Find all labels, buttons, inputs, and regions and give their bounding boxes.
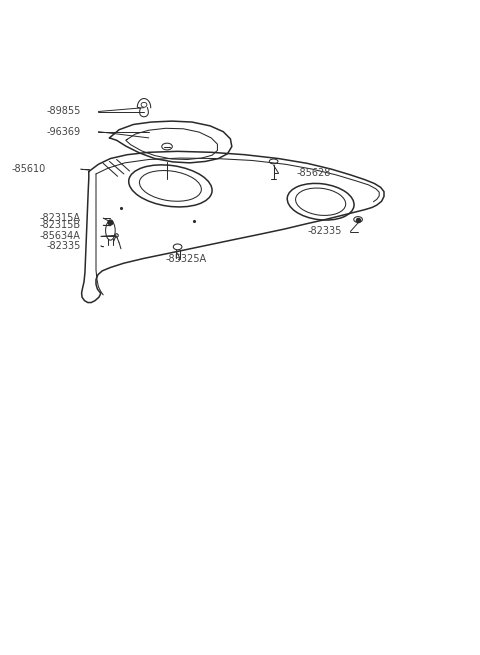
Text: -96369: -96369 [47,126,81,137]
Text: -82315A: -82315A [40,213,81,223]
Text: -85610: -85610 [12,164,46,174]
Text: -85325A: -85325A [166,254,207,264]
Text: -85634A: -85634A [40,231,81,241]
Text: -85628: -85628 [297,168,331,178]
Text: -82335: -82335 [46,241,81,251]
Text: -82315B: -82315B [39,220,81,231]
Text: -82335: -82335 [307,227,342,236]
Text: -89855: -89855 [46,107,81,117]
